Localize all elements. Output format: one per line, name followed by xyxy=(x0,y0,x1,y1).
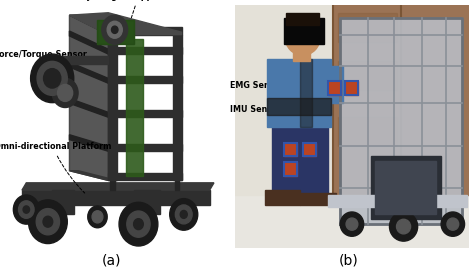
Circle shape xyxy=(23,206,29,213)
Circle shape xyxy=(346,218,358,230)
Bar xyxy=(303,143,316,156)
Polygon shape xyxy=(108,110,182,117)
Polygon shape xyxy=(69,62,108,83)
Polygon shape xyxy=(108,35,117,180)
Polygon shape xyxy=(69,15,117,35)
Polygon shape xyxy=(173,35,182,180)
Circle shape xyxy=(397,219,410,234)
Circle shape xyxy=(340,212,364,236)
Bar xyxy=(284,143,297,156)
Polygon shape xyxy=(265,190,301,205)
Bar xyxy=(284,162,297,176)
Polygon shape xyxy=(235,5,333,195)
Circle shape xyxy=(28,200,67,244)
Circle shape xyxy=(111,26,118,33)
Polygon shape xyxy=(108,27,182,35)
Circle shape xyxy=(44,69,61,88)
Polygon shape xyxy=(375,161,437,214)
Polygon shape xyxy=(126,40,143,176)
Polygon shape xyxy=(340,17,462,224)
Polygon shape xyxy=(69,135,108,151)
Polygon shape xyxy=(272,122,301,195)
Polygon shape xyxy=(108,144,182,151)
Polygon shape xyxy=(22,190,210,205)
Polygon shape xyxy=(52,190,74,214)
Polygon shape xyxy=(108,76,182,83)
Polygon shape xyxy=(301,59,312,127)
Circle shape xyxy=(92,211,103,223)
Polygon shape xyxy=(61,57,108,64)
Circle shape xyxy=(57,84,73,102)
Circle shape xyxy=(102,15,128,44)
Polygon shape xyxy=(371,156,441,219)
Circle shape xyxy=(127,211,150,237)
Circle shape xyxy=(31,54,74,103)
Polygon shape xyxy=(134,190,160,214)
Circle shape xyxy=(175,205,192,224)
Circle shape xyxy=(180,210,187,218)
Polygon shape xyxy=(286,13,319,25)
Polygon shape xyxy=(22,183,214,190)
Circle shape xyxy=(447,218,459,230)
Polygon shape xyxy=(328,195,467,207)
Text: IMU Sensor: IMU Sensor xyxy=(230,102,313,114)
Circle shape xyxy=(13,195,39,224)
Circle shape xyxy=(36,209,60,235)
Text: EMG Sensor: EMG Sensor xyxy=(230,81,325,90)
Bar xyxy=(284,162,297,176)
Circle shape xyxy=(43,216,53,227)
Polygon shape xyxy=(69,99,108,117)
Circle shape xyxy=(119,202,158,246)
Polygon shape xyxy=(69,15,108,180)
Polygon shape xyxy=(110,180,115,190)
Polygon shape xyxy=(267,59,331,127)
Polygon shape xyxy=(338,117,397,146)
Polygon shape xyxy=(69,13,182,35)
Polygon shape xyxy=(293,49,310,61)
Text: Body Weight Support Actuator: Body Weight Support Actuator xyxy=(69,0,208,20)
Bar xyxy=(328,81,341,95)
Bar xyxy=(284,143,297,156)
Text: Omni-directional Platform: Omni-directional Platform xyxy=(0,142,111,193)
Polygon shape xyxy=(338,61,397,90)
Circle shape xyxy=(285,19,320,55)
Polygon shape xyxy=(98,20,134,44)
Text: (b): (b) xyxy=(338,254,358,268)
Polygon shape xyxy=(175,180,180,190)
Bar xyxy=(345,81,358,95)
Circle shape xyxy=(88,206,107,228)
Text: (a): (a) xyxy=(101,254,121,268)
Circle shape xyxy=(134,219,143,230)
Circle shape xyxy=(107,21,122,38)
Polygon shape xyxy=(235,195,469,248)
Polygon shape xyxy=(284,17,324,44)
Bar xyxy=(303,143,316,156)
Polygon shape xyxy=(108,173,182,180)
Polygon shape xyxy=(301,127,328,195)
Circle shape xyxy=(52,78,78,108)
Bar xyxy=(345,81,358,95)
Polygon shape xyxy=(69,31,108,54)
Polygon shape xyxy=(108,47,182,54)
Polygon shape xyxy=(267,98,331,115)
Polygon shape xyxy=(338,13,397,42)
Circle shape xyxy=(37,61,67,95)
Text: Force/Torque Sensor: Force/Torque Sensor xyxy=(0,50,87,76)
Circle shape xyxy=(170,199,198,230)
Polygon shape xyxy=(69,171,117,180)
Polygon shape xyxy=(333,5,469,195)
Circle shape xyxy=(441,212,465,236)
Polygon shape xyxy=(235,5,469,248)
Polygon shape xyxy=(319,66,343,103)
Circle shape xyxy=(390,212,418,241)
Polygon shape xyxy=(98,20,134,44)
Bar xyxy=(328,81,341,95)
Polygon shape xyxy=(301,192,336,205)
Circle shape xyxy=(18,201,34,218)
